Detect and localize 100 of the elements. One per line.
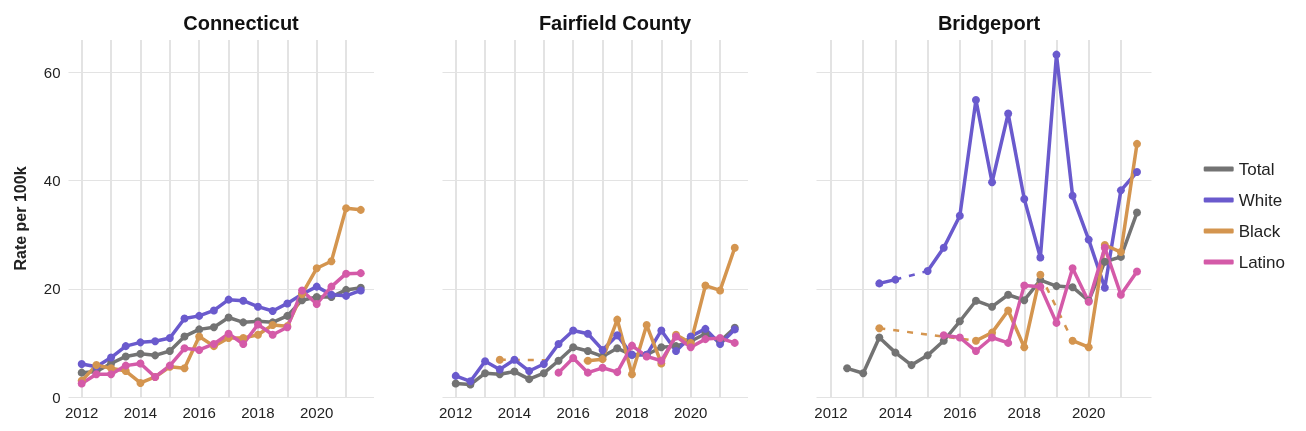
point <box>481 369 490 378</box>
legend-label: White <box>1238 190 1283 210</box>
point <box>451 379 460 388</box>
point <box>253 302 262 311</box>
point <box>1020 195 1029 204</box>
point <box>253 330 262 339</box>
point <box>923 351 932 360</box>
point <box>180 314 189 323</box>
point <box>209 306 218 315</box>
point <box>1133 267 1141 276</box>
chart-title: Bridgeport <box>937 12 1041 34</box>
point <box>1116 186 1125 195</box>
point <box>224 295 233 304</box>
point <box>583 356 592 365</box>
point <box>554 339 563 348</box>
point <box>312 299 321 308</box>
point <box>1004 306 1013 315</box>
point <box>657 326 666 335</box>
point <box>1116 248 1125 257</box>
point <box>971 96 980 105</box>
point <box>283 299 292 308</box>
point <box>312 292 321 301</box>
point <box>107 370 116 379</box>
x-tick-label: 2012 <box>439 404 473 421</box>
point <box>539 369 548 378</box>
point <box>224 329 233 338</box>
point <box>1020 281 1029 290</box>
point <box>180 332 189 341</box>
point <box>613 344 622 353</box>
legend-label: Black <box>1238 221 1281 241</box>
point <box>525 367 534 376</box>
point <box>701 335 710 344</box>
point <box>1004 338 1013 347</box>
point <box>1068 191 1077 200</box>
point <box>121 342 130 351</box>
point <box>525 375 534 384</box>
point <box>1020 343 1029 352</box>
point <box>907 361 916 370</box>
point <box>165 334 174 343</box>
point <box>298 286 307 295</box>
y-axis-title: Rate per 100k <box>12 166 29 271</box>
y-tick-label: 20 <box>43 280 61 298</box>
point <box>268 307 277 315</box>
point <box>701 281 710 290</box>
point <box>1133 208 1141 217</box>
point <box>939 243 948 252</box>
point <box>136 338 145 347</box>
x-tick-label: 2016 <box>943 404 977 421</box>
point <box>583 329 592 338</box>
x-tick-label: 2014 <box>123 404 158 421</box>
point <box>1036 253 1045 262</box>
point <box>136 378 145 387</box>
point <box>510 367 519 376</box>
point <box>77 360 86 368</box>
point <box>165 347 174 356</box>
point <box>495 355 504 364</box>
point <box>613 368 622 377</box>
point <box>107 353 116 362</box>
point <box>1084 343 1093 352</box>
point <box>312 282 321 291</box>
point <box>583 368 592 377</box>
point <box>195 345 204 354</box>
point <box>1100 283 1109 292</box>
point <box>569 326 578 335</box>
x-tick-label: 2018 <box>1007 404 1041 421</box>
point <box>730 338 739 347</box>
point <box>627 370 636 379</box>
point <box>283 311 292 320</box>
point <box>451 371 460 380</box>
point <box>613 315 622 324</box>
point <box>971 347 980 356</box>
point <box>955 317 964 326</box>
y-tick-label: 40 <box>43 172 61 190</box>
x-tick-label: 2016 <box>182 404 216 421</box>
point <box>627 341 636 350</box>
legend-label: Latino <box>1238 252 1286 272</box>
point <box>716 286 725 295</box>
point <box>891 348 900 357</box>
point <box>598 363 607 372</box>
x-tick-label: 2014 <box>878 404 913 421</box>
chart-title: Connecticut <box>183 12 300 34</box>
point <box>195 325 204 334</box>
point <box>342 204 351 213</box>
point <box>1084 235 1093 244</box>
x-tick-label: 2012 <box>65 404 99 421</box>
point <box>955 211 964 220</box>
point <box>1116 290 1125 299</box>
point <box>481 357 490 366</box>
point <box>583 347 592 356</box>
point <box>151 337 160 346</box>
point <box>195 332 204 341</box>
point <box>613 331 622 340</box>
point <box>859 369 868 378</box>
point <box>495 365 504 374</box>
point <box>342 269 351 278</box>
point <box>1020 296 1029 305</box>
point <box>121 352 130 361</box>
point <box>569 343 578 352</box>
point <box>239 339 248 348</box>
point <box>1133 139 1141 148</box>
